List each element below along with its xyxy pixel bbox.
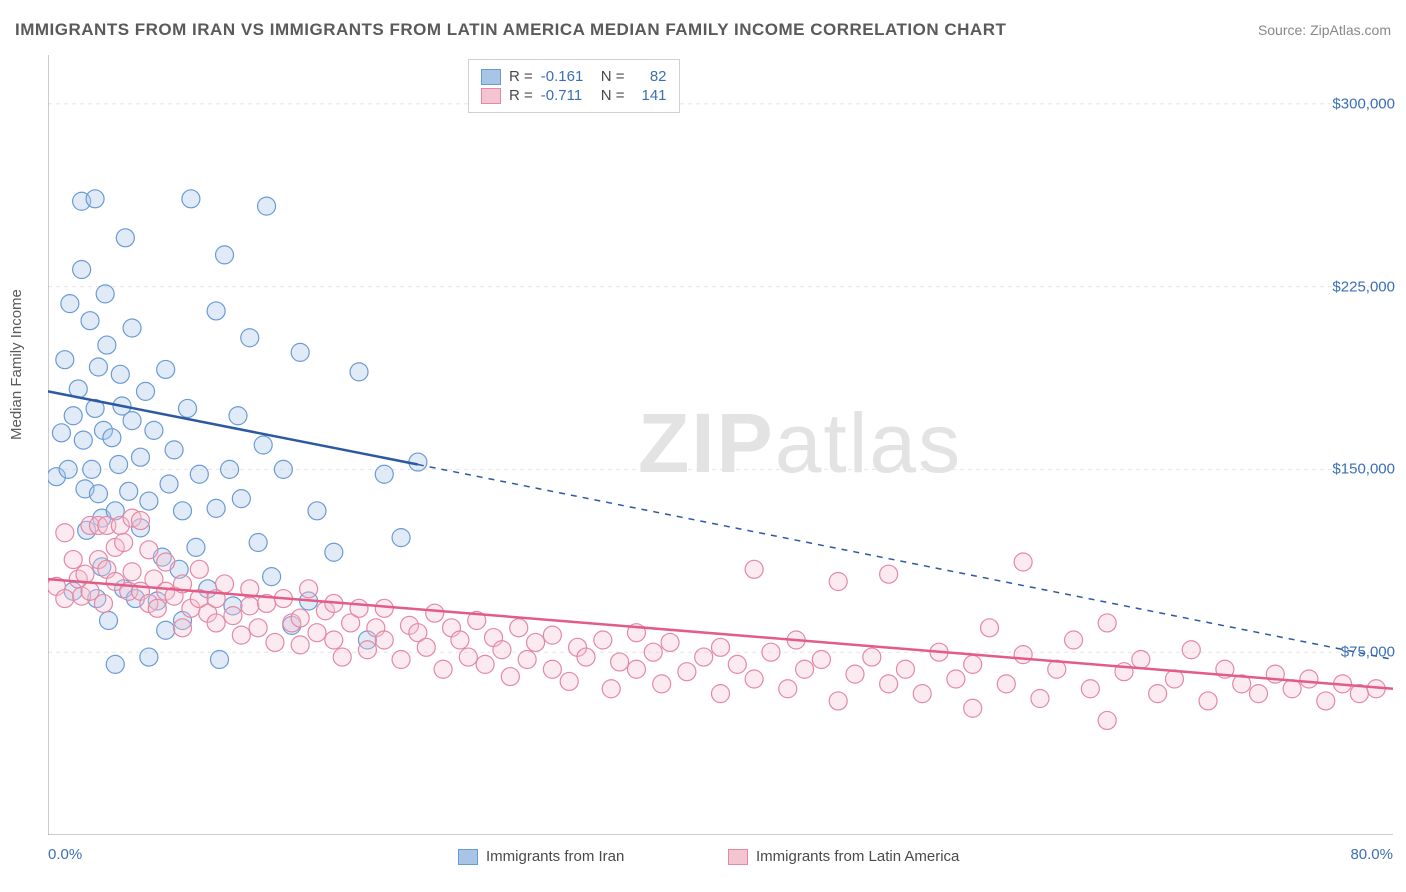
plot-area: ZIPatlas R =-0.161N =82R =-0.711N =141 $… — [48, 55, 1393, 835]
legend-swatch-iran — [458, 849, 478, 865]
stat-n-value: 82 — [633, 68, 667, 85]
legend-swatch-latin — [728, 849, 748, 865]
legend-series-1: Immigrants from Iran — [458, 848, 624, 865]
stat-r-value: -0.161 — [541, 68, 593, 85]
stat-r-value: -0.711 — [541, 87, 593, 104]
stat-n-label: N = — [601, 68, 625, 85]
chart-title: IMMIGRANTS FROM IRAN VS IMMIGRANTS FROM … — [15, 20, 1006, 40]
legend-series-2: Immigrants from Latin America — [728, 848, 959, 865]
stat-legend-box: R = -0.161 N = 82 R = -0.711 N = 141 — [468, 59, 680, 113]
y-axis-label: Median Family Income — [8, 289, 25, 440]
y-tick-label: $300,000 — [1332, 95, 1395, 112]
legend-label-latin: Immigrants from Latin America — [756, 848, 959, 865]
plot-svg — [48, 55, 1393, 835]
source-label: Source: ZipAtlas.com — [1258, 22, 1391, 38]
stat-swatch — [481, 88, 501, 104]
stat-legend-row: R = -0.711 N = 141 — [481, 87, 667, 104]
y-tick-label: $225,000 — [1332, 278, 1395, 295]
y-tick-label: $75,000 — [1341, 644, 1395, 661]
stat-r-label: R = — [509, 68, 533, 85]
stat-legend-row: R = -0.161 N = 82 — [481, 68, 667, 85]
stat-n-label: N = — [601, 87, 625, 104]
y-tick-label: $150,000 — [1332, 461, 1395, 478]
x-min-label: 0.0% — [48, 846, 82, 863]
stat-n-value: 141 — [633, 87, 667, 104]
stat-swatch — [481, 69, 501, 85]
correlation-chart: IMMIGRANTS FROM IRAN VS IMMIGRANTS FROM … — [0, 0, 1406, 892]
legend-label-iran: Immigrants from Iran — [486, 848, 624, 865]
x-max-label: 80.0% — [1350, 846, 1393, 863]
stat-r-label: R = — [509, 87, 533, 104]
